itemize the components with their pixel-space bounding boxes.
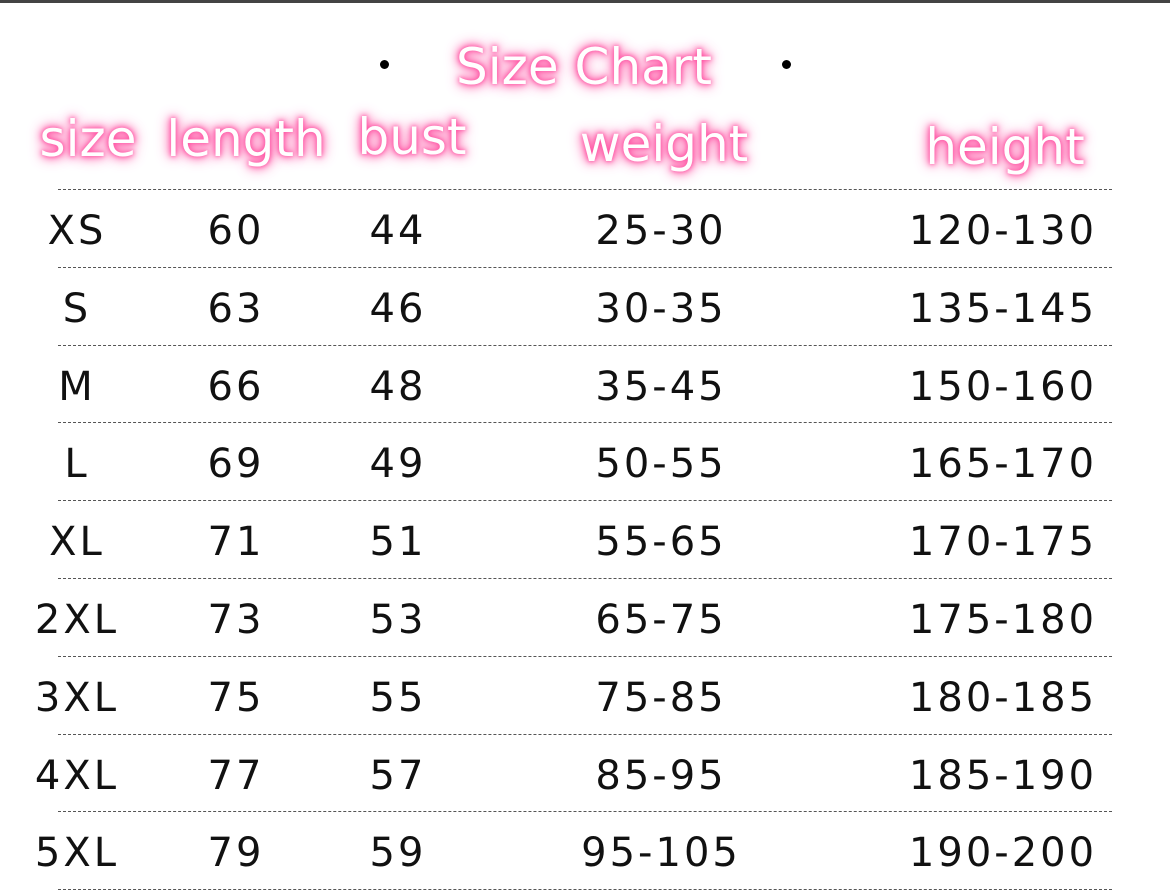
table-cell-height: 190-200 — [908, 830, 1098, 877]
table-cell-size: 5XL — [34, 830, 120, 877]
table-cell-size: 3XL — [34, 674, 120, 721]
row-divider — [58, 578, 1112, 579]
table-cell-size: M — [58, 363, 96, 410]
table-cell-size: L — [64, 441, 90, 488]
table-cell-length: 63 — [207, 285, 265, 332]
table-cell-weight: 35-45 — [595, 363, 727, 410]
row-divider — [58, 189, 1112, 190]
table-cell-size: 4XL — [34, 752, 120, 799]
table-cell-height: 135-145 — [908, 285, 1098, 332]
row-divider — [58, 733, 1112, 735]
table-cell-bust: 57 — [369, 752, 427, 799]
table-cell-size: 2XL — [34, 596, 120, 643]
table-cell-height: 165-170 — [908, 441, 1098, 488]
table-cell-height: 120-130 — [908, 207, 1098, 254]
table-cell-weight: 75-85 — [595, 674, 727, 721]
table-cell-height: 185-190 — [908, 752, 1098, 799]
title-bullet-left — [380, 60, 389, 69]
top-border — [0, 0, 1170, 3]
chart-title: Size Chart — [456, 38, 712, 96]
table-cell-height: 150-160 — [908, 363, 1098, 410]
row-divider — [58, 500, 1112, 502]
table-cell-size: XL — [49, 519, 105, 566]
table-cell-length: 73 — [207, 596, 265, 643]
table-cell-bust: 46 — [369, 285, 427, 332]
column-header-weight: weight — [579, 115, 749, 173]
row-divider — [58, 811, 1112, 813]
table-cell-length: 79 — [207, 830, 265, 877]
title-bullet-right — [782, 60, 791, 69]
column-header-size: size — [39, 110, 137, 168]
table-cell-height: 170-175 — [908, 519, 1098, 566]
table-cell-size: XS — [47, 207, 107, 254]
table-cell-weight: 30-35 — [595, 285, 727, 332]
table-cell-height: 180-185 — [908, 674, 1098, 721]
table-cell-weight: 55-65 — [595, 519, 727, 566]
table-cell-weight: 25-30 — [595, 207, 727, 254]
table-cell-bust: 49 — [369, 441, 427, 488]
row-divider — [58, 266, 1112, 268]
table-cell-length: 75 — [207, 674, 265, 721]
row-divider — [58, 422, 1112, 424]
table-cell-length: 69 — [207, 441, 265, 488]
column-header-length: length — [166, 110, 326, 168]
table-cell-bust: 53 — [369, 596, 427, 643]
table-cell-weight: 50-55 — [595, 441, 727, 488]
table-cell-length: 60 — [207, 207, 265, 254]
row-divider — [58, 889, 1112, 891]
table-cell-bust: 44 — [369, 207, 427, 254]
table-cell-weight: 95-105 — [581, 830, 741, 877]
table-cell-height: 175-180 — [908, 596, 1098, 643]
table-cell-length: 71 — [207, 519, 265, 566]
column-header-bust: bust — [357, 108, 467, 166]
table-cell-bust: 55 — [369, 674, 427, 721]
table-cell-bust: 51 — [369, 519, 427, 566]
table-cell-size: S — [62, 285, 92, 332]
table-cell-length: 77 — [207, 752, 265, 799]
row-divider — [58, 655, 1112, 657]
table-cell-bust: 59 — [369, 830, 427, 877]
column-header-height: height — [925, 118, 1085, 176]
table-cell-weight: 65-75 — [595, 596, 727, 643]
table-cell-weight: 85-95 — [595, 752, 727, 799]
table-cell-length: 66 — [207, 363, 265, 410]
table-cell-bust: 48 — [369, 363, 427, 410]
row-divider — [58, 344, 1112, 346]
